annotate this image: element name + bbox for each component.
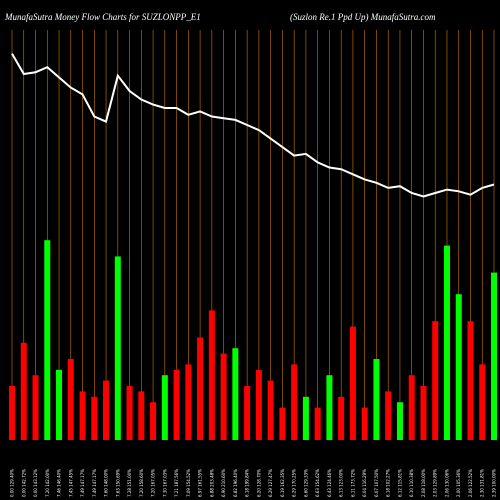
flow-bar (103, 380, 110, 440)
x-tick-labels: 0.00 129.40% 0.00 142.72% 0.00 143.12% 7.20… (10, 469, 497, 497)
flow-bar (420, 386, 427, 440)
flow-bar (9, 386, 15, 440)
flow-bar (314, 407, 321, 440)
flow-bar (467, 321, 474, 440)
flow-bar (408, 375, 415, 440)
flow-bar (91, 396, 98, 440)
x-tick-label: 7.28 151.00% (127, 469, 132, 497)
x-tick-label: 7.09 154.52% (186, 469, 191, 497)
chart-title: MunafaSutra Money Flow Charts for SUZLON… (4, 12, 201, 22)
x-tick-label: 7.20 167.05% (151, 469, 156, 497)
x-tick-label: 6.10 110.38% (409, 469, 414, 497)
flow-bar (255, 369, 262, 440)
flow-bar (244, 386, 251, 440)
flow-bar (44, 240, 51, 440)
flow-bar (396, 402, 403, 440)
flow-bar (20, 342, 27, 440)
x-tick-label: 6.82 196.40% (233, 469, 238, 497)
x-tick-label: 7.49 147.17% (92, 469, 97, 497)
flow-bar (185, 364, 192, 440)
chart-subtitle: (Suzlon Re.1 Ppd Up) MunafaSutra.com (290, 12, 436, 22)
x-tick-label: 6.11 173.72% (350, 469, 355, 497)
x-tick-label: 6.90 210.60% (221, 469, 226, 497)
x-tick-label: 7.63 150.69% (115, 469, 120, 497)
x-tick-label: 2.03 129.89% (433, 469, 438, 497)
x-tick-label: 7.20 142.00% (45, 469, 50, 497)
x-tick-label: 7.45 147.45% (68, 469, 73, 497)
flow-bar (326, 375, 333, 440)
flow-bar (208, 310, 215, 440)
flow-bar (385, 391, 392, 440)
x-tick-label: 7.20 158.60% (139, 469, 144, 497)
x-tick-label: 2.30 131.81% (480, 469, 485, 497)
x-tick-label: 6.63 154.62% (315, 469, 320, 497)
flow-bar (150, 402, 157, 440)
x-tick-label: 6.97 161.55% (198, 469, 203, 497)
flow-bar (291, 364, 298, 440)
flow-bar (114, 256, 121, 440)
x-tick-label: 6.20 128.70% (256, 469, 261, 497)
flow-bar (79, 391, 86, 440)
flow-bar (56, 369, 63, 440)
x-tick-label: 6.43 124.46% (327, 469, 332, 497)
x-tick-label: 7.60 148.00% (104, 469, 109, 497)
x-tick-label: 6.04 116.29% (362, 469, 367, 497)
money-flow-line (11, 53, 495, 198)
flow-bar (232, 348, 239, 440)
flow-bar (173, 369, 180, 440)
x-tick-label: 7.21 187.56% (174, 469, 179, 497)
x-tick-label: 2.00 105.36% (456, 469, 461, 497)
flow-bar (126, 386, 133, 440)
x-tick-label: 6.29 170.25% (292, 469, 297, 497)
x-tick-label: 0.00 129.40% (10, 469, 15, 497)
x-tick-label: 6.18 102.27% (386, 469, 391, 497)
x-tick-label: 6.18 199.84% (245, 469, 250, 497)
x-tick-label: 0.00 143.12% (33, 469, 38, 497)
flow-bar (279, 407, 286, 440)
x-tick-label: 6.07 107.50% (374, 469, 379, 497)
flow-bar (491, 272, 497, 440)
x-tick-label: 6.19 162.35% (280, 469, 285, 497)
flow-bar (161, 375, 168, 440)
x-tick-label: 6.29 127.47% (268, 469, 273, 497)
flow-bar (197, 337, 204, 440)
x-tick-label: 2.39 100.00% (492, 469, 497, 497)
x-tick-label: 6.12 115.81% (397, 469, 402, 497)
grid-lines (11, 30, 495, 440)
flow-bars (9, 240, 497, 440)
flow-bar (138, 391, 145, 440)
flow-bar (32, 375, 39, 440)
flow-bar (373, 359, 380, 440)
x-tick-label: 2.08 118.00% (421, 469, 426, 497)
flow-bar (432, 321, 439, 440)
flow-bar (67, 359, 74, 440)
x-tick-label: 7.49 147.17% (80, 469, 85, 497)
x-tick-label: 7.46 146.40% (57, 469, 62, 497)
flow-bar (267, 380, 274, 440)
x-tick-label: 0.00 142.72% (21, 469, 26, 497)
flow-bar (443, 245, 450, 440)
x-tick-label: 6.88 203.48% (209, 469, 214, 497)
flow-bar (302, 396, 309, 440)
flow-bar (338, 396, 345, 440)
x-tick-label: 7.30 167.03% (162, 469, 167, 497)
flow-bar (361, 407, 368, 440)
flow-bar (455, 294, 462, 440)
x-tick-label: 6.13 123.00% (339, 469, 344, 497)
flow-bar (349, 326, 356, 440)
x-tick-label: 2.06 122.52% (468, 469, 473, 497)
flow-bar (479, 364, 486, 440)
x-tick-label: 6.60 129.33% (303, 469, 308, 497)
flow-bar (220, 353, 227, 440)
x-tick-label: 2.06 130.06% (444, 469, 449, 497)
